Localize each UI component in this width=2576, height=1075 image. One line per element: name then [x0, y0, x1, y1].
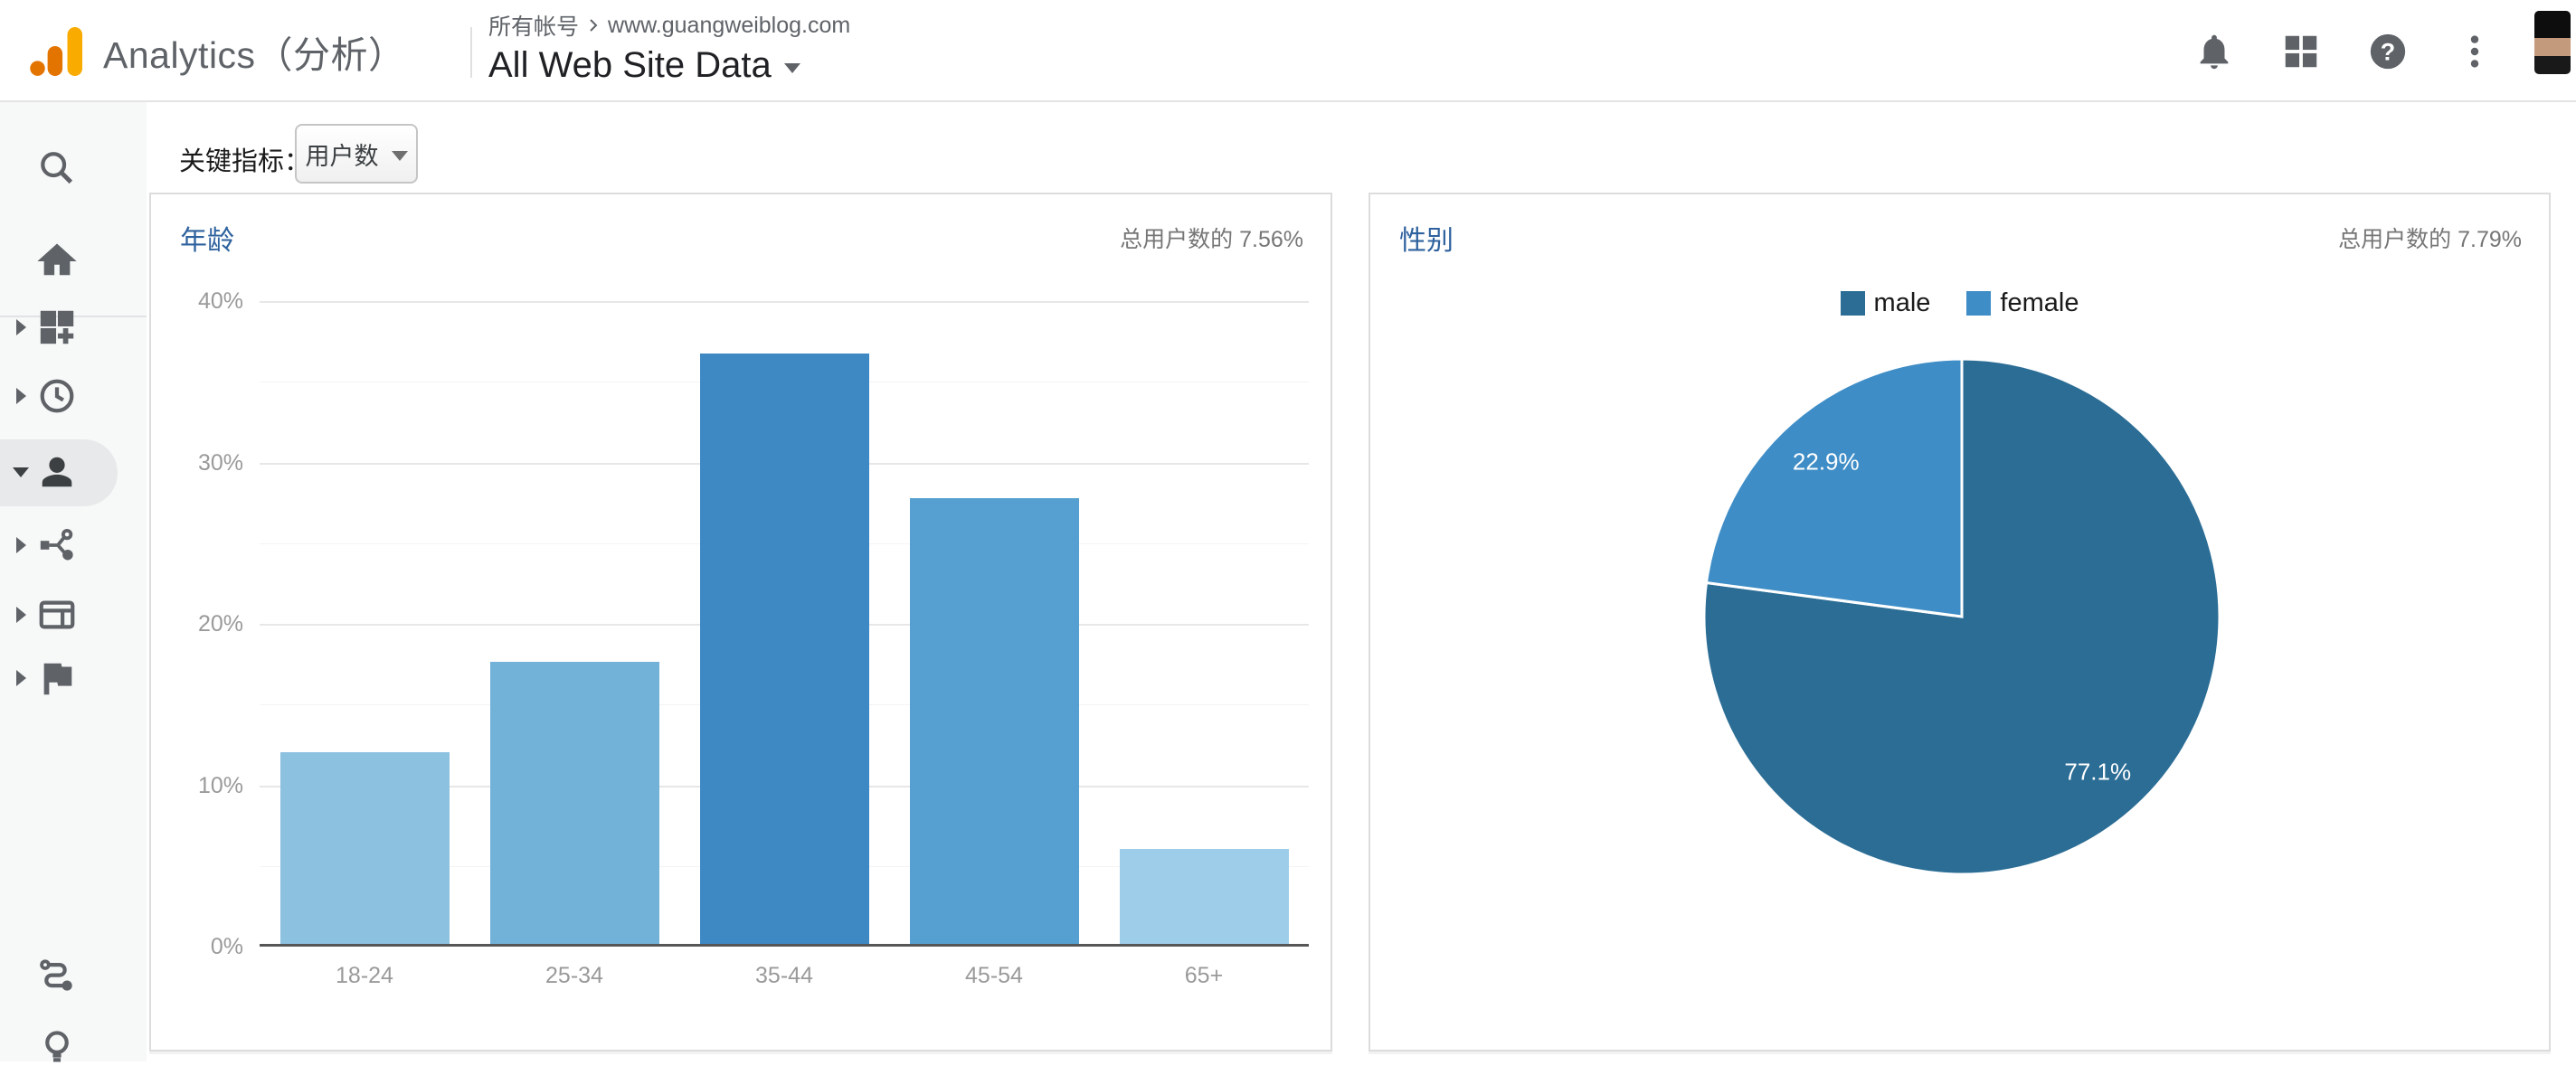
pie-slice-label: 77.1% [2064, 758, 2131, 785]
gender-card-subtitle: 总用户数的 7.79% [2338, 227, 2522, 252]
x-axis-tick: 35-44 [755, 963, 813, 988]
discover-lightbulb-icon [45, 1031, 69, 1062]
realtime-clock-icon [40, 379, 74, 413]
chevron-down-icon [391, 150, 408, 161]
help-button[interactable]: ? [2344, 8, 2431, 95]
home-icon [37, 243, 77, 276]
pie-legend: male female [1370, 288, 2549, 318]
property-selector[interactable]: All Web Site Data [488, 45, 850, 86]
legend-swatch-icon [1966, 291, 1992, 316]
chevron-down-icon [783, 63, 800, 73]
behavior-icon [39, 600, 75, 629]
collapse-arrow-icon [13, 467, 29, 477]
breadcrumb-site[interactable]: www.guangweiblog.com [608, 12, 851, 38]
svg-text:?: ? [2381, 38, 2395, 65]
y-axis-tick: 0% [210, 934, 243, 959]
y-axis-tick: 40% [197, 288, 243, 314]
main-content: 关键指标： 用户数 年龄 总用户数的 7.56% 40% 30% 20% 10% 0% 1… [147, 102, 2576, 1061]
sidebar-item-search[interactable] [0, 139, 147, 197]
age-bar-chart [260, 301, 1309, 947]
gridline [260, 301, 1309, 303]
age-card: 年龄 总用户数的 7.56% 40% 30% 20% 10% 0% 18-24 25-34 3… [149, 193, 1332, 1051]
more-options-button[interactable] [2431, 8, 2518, 95]
key-metric-label: 关键指标： [179, 147, 311, 176]
legend-label: male [1873, 288, 1931, 317]
apps-grid-button[interactable] [2258, 8, 2344, 95]
search-icon [41, 152, 73, 184]
gender-card: 性别 总用户数的 7.79% male female 77.1% 22.9% [1368, 193, 2551, 1051]
expand-arrow-icon [16, 319, 26, 335]
help-icon: ? [2370, 33, 2406, 69]
bar-45-54[interactable] [909, 498, 1079, 944]
notifications-icon [2200, 34, 2229, 69]
sidebar-item-realtime[interactable] [0, 367, 147, 425]
expand-arrow-icon [16, 670, 26, 686]
metric-dropdown-value: 用户数 [305, 142, 379, 170]
sidebar [0, 102, 147, 1062]
x-axis-tick: 65+ [1184, 963, 1224, 988]
customization-icon [40, 310, 74, 344]
x-axis-tick: 45-54 [965, 963, 1023, 988]
pie-slice-female[interactable] [1704, 357, 1964, 618]
age-card-subtitle: 总用户数的 7.56% [1120, 227, 1303, 252]
bar-65+[interactable] [1119, 848, 1289, 944]
avatar[interactable] [2534, 11, 2571, 74]
app-header: Analytics（分析） 所有帐号 www.guangweiblog.com … [0, 0, 2576, 102]
attribution-route-icon [40, 959, 72, 991]
breadcrumb-separator-icon [590, 19, 598, 32]
legend-item-female[interactable]: female [1966, 288, 2079, 318]
sidebar-item-attribution[interactable] [0, 947, 147, 1004]
sidebar-item-discover[interactable] [0, 1017, 147, 1075]
expand-arrow-icon [16, 607, 26, 623]
age-card-title[interactable]: 年龄 [180, 226, 234, 256]
expand-arrow-icon [16, 388, 26, 404]
analytics-logo[interactable]: Analytics（分析） [25, 0, 406, 102]
breadcrumb-account[interactable]: 所有帐号 [488, 14, 580, 40]
metric-dropdown[interactable]: 用户数 [295, 124, 418, 184]
sidebar-item-audience[interactable] [0, 443, 147, 501]
sidebar-item-conversions[interactable] [0, 649, 147, 707]
expand-arrow-icon [16, 537, 26, 553]
acquisition-icon [40, 528, 73, 561]
y-axis-tick: 30% [197, 449, 243, 476]
x-axis-tick: 25-34 [545, 963, 603, 988]
conversions-flag-icon [43, 663, 72, 695]
sidebar-item-customization[interactable] [0, 298, 147, 356]
audience-person-icon [42, 457, 72, 487]
gender-card-title[interactable]: 性别 [1399, 226, 1454, 256]
property-title: All Web Site Data [488, 45, 772, 85]
gender-pie-chart: 77.1% 22.9% [1702, 357, 2221, 876]
x-axis-tick: 18-24 [336, 963, 393, 988]
legend-label: female [2000, 288, 2079, 317]
header-divider [470, 27, 472, 78]
sidebar-item-home[interactable] [0, 231, 147, 289]
pie-slice-label: 22.9% [1793, 448, 1860, 476]
notifications-button[interactable] [2171, 8, 2258, 95]
y-axis-tick: 10% [197, 772, 243, 798]
product-name: Analytics（分析） [103, 33, 406, 76]
sidebar-item-acquisition[interactable] [0, 516, 147, 574]
analytics-logo-icon [30, 26, 82, 76]
breadcrumb[interactable]: 所有帐号 www.guangweiblog.com [488, 11, 851, 41]
sidebar-item-behavior[interactable] [0, 586, 147, 644]
bar-18-24[interactable] [279, 751, 450, 944]
apps-grid-icon [2285, 35, 2317, 67]
more-vert-icon [2470, 34, 2479, 68]
bar-35-44[interactable] [699, 353, 869, 944]
bar-25-34[interactable] [489, 661, 659, 944]
legend-item-male[interactable]: male [1840, 288, 1931, 318]
legend-swatch-icon [1840, 291, 1865, 316]
y-axis-tick: 20% [197, 611, 243, 637]
